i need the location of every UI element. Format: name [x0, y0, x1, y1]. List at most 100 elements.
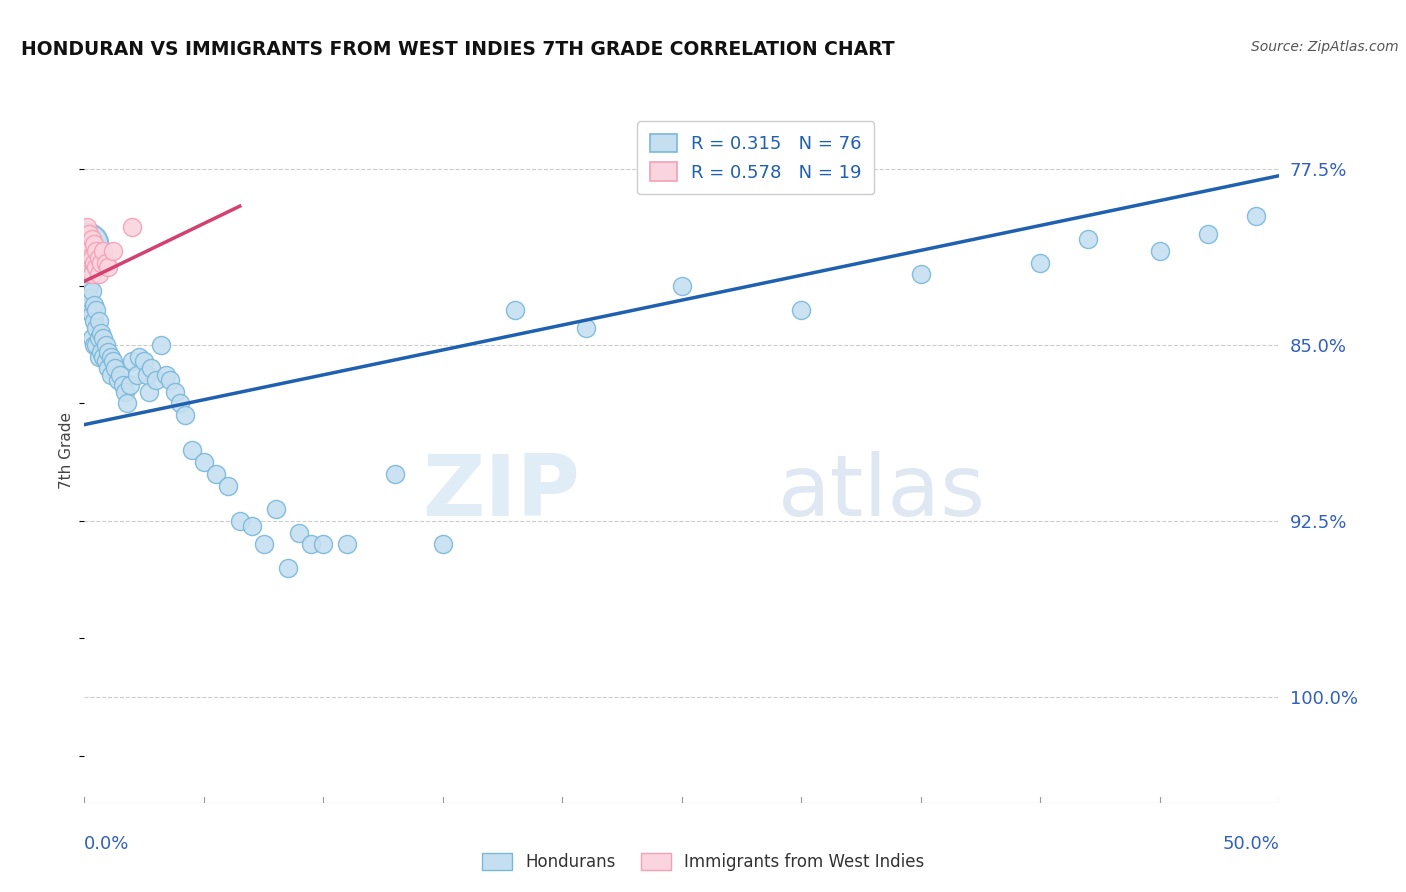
Point [114, 384, 136, 399]
Point [101, 354, 124, 368]
Point [97, 361, 120, 376]
Point [76, 236, 98, 251]
Point [277, 561, 299, 575]
Point [1244, 209, 1267, 223]
Text: atlas: atlas [778, 451, 986, 534]
Point [135, 368, 157, 383]
Point [83, 236, 105, 251]
Point [790, 302, 813, 317]
Point [671, 279, 693, 293]
Point [132, 354, 156, 368]
Text: HONDURAN VS IMMIGRANTS FROM WEST INDIES 7TH GRADE CORRELATION CHART: HONDURAN VS IMMIGRANTS FROM WEST INDIES … [21, 40, 894, 59]
Point [100, 350, 122, 364]
Point [193, 455, 215, 469]
Point [117, 396, 139, 410]
Point [138, 384, 160, 399]
Point [90, 344, 112, 359]
Point [86, 244, 108, 258]
Point [77, 255, 100, 269]
Point [94, 354, 117, 368]
Point [77, 279, 100, 293]
Point [87, 268, 110, 282]
Point [128, 350, 150, 364]
Legend: R = 0.315   N = 76, R = 0.578   N = 19: R = 0.315 N = 76, R = 0.578 N = 19 [637, 121, 875, 194]
Point [1149, 244, 1171, 258]
Point [87, 251, 110, 265]
Point [90, 326, 112, 340]
Point [104, 361, 127, 376]
Point [83, 298, 105, 312]
Point [76, 220, 98, 235]
Point [125, 368, 148, 383]
Point [101, 244, 124, 258]
Point [121, 220, 143, 235]
Point [432, 537, 454, 551]
Point [288, 525, 311, 540]
Point [173, 408, 195, 422]
Point [87, 331, 110, 345]
Point [93, 331, 115, 345]
Point [76, 236, 98, 251]
Point [83, 314, 105, 328]
Point [169, 396, 191, 410]
Point [77, 227, 100, 242]
Point [165, 384, 187, 399]
Point [336, 537, 359, 551]
Point [97, 344, 120, 359]
Point [121, 354, 143, 368]
Point [1197, 227, 1219, 242]
Y-axis label: 7th Grade: 7th Grade [59, 412, 75, 489]
Point [145, 373, 167, 387]
Point [90, 255, 112, 269]
Point [205, 467, 228, 481]
Point [77, 291, 100, 305]
Point [141, 361, 163, 376]
Point [76, 284, 98, 298]
Point [503, 302, 526, 317]
Point [253, 537, 276, 551]
Point [1029, 255, 1052, 269]
Point [107, 373, 129, 387]
Point [111, 377, 134, 392]
Point [80, 284, 103, 298]
Point [80, 268, 103, 282]
Point [80, 251, 103, 265]
Point [94, 338, 117, 352]
Point [155, 368, 177, 383]
Text: 50.0%: 50.0% [1223, 835, 1279, 853]
Point [86, 260, 108, 275]
Point [76, 302, 98, 317]
Point [87, 314, 110, 328]
Point [240, 518, 263, 533]
Point [1077, 232, 1099, 246]
Point [94, 255, 117, 269]
Point [80, 331, 103, 345]
Point [181, 443, 204, 458]
Point [229, 514, 252, 528]
Point [86, 321, 108, 335]
Point [264, 502, 287, 516]
Point [384, 467, 406, 481]
Point [80, 232, 103, 246]
Point [80, 268, 103, 282]
Point [575, 321, 598, 335]
Point [83, 255, 105, 269]
Point [159, 373, 181, 387]
Point [97, 260, 120, 275]
Legend: Hondurans, Immigrants from West Indies: Hondurans, Immigrants from West Indies [474, 845, 932, 880]
Point [83, 338, 105, 352]
Point [149, 338, 172, 352]
Point [301, 537, 323, 551]
Point [86, 338, 108, 352]
Text: Source: ZipAtlas.com: Source: ZipAtlas.com [1251, 40, 1399, 54]
Point [110, 368, 132, 383]
Text: 0.0%: 0.0% [84, 835, 129, 853]
Point [217, 478, 239, 492]
Point [93, 244, 115, 258]
Text: ZIP: ZIP [423, 451, 581, 534]
Point [76, 268, 98, 282]
Point [86, 302, 108, 317]
Point [93, 350, 115, 364]
Point [77, 251, 100, 265]
Point [312, 537, 335, 551]
